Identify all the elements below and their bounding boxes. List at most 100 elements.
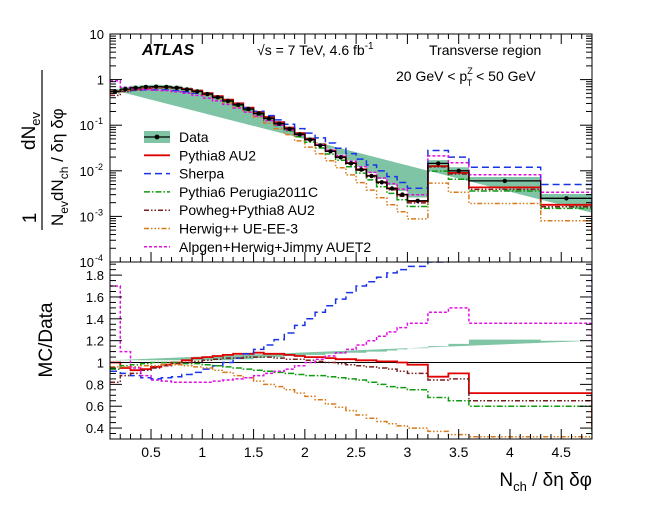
pt-cut-post: < 50 GeV [472,68,536,84]
y-tick-label: 10 [80,118,94,133]
region-label: Transverse region [429,42,541,58]
data-point [246,106,251,112]
svg-text:dNev: dNev [19,111,43,150]
data-point [256,111,261,116]
main-ylabel: dNev 1 NevdNch / δη δφ [19,70,71,230]
pt-cut-pre: 20 GeV < p [396,68,467,84]
data-point [266,116,272,121]
data-point [297,132,302,137]
legend-label-1: Sherpa [179,166,224,182]
data-point [195,89,200,94]
energy-label: √s = 7 TeV, 4.6 fb-1 [257,41,374,58]
legend-label-2: Pythia6 Perugia2011C [179,184,318,200]
x-tick-label: 2.5 [346,444,366,460]
y-tick-exponent: -2 [95,162,103,172]
ratio-line-1 [110,262,592,380]
legend-label-0: Pythia8 AU2 [179,147,256,163]
ratio-line-0 [110,351,592,426]
y-tick-label: 10 [80,164,94,179]
svg-text:√s = 7 TeV, 4.6 fb-1: √s = 7 TeV, 4.6 fb-1 [257,41,374,58]
ratio-line-2 [110,361,592,439]
ylabel-ev-sub: ev [28,111,43,125]
ylabel-dn: dN [19,126,40,150]
y-tick-exponent: -4 [95,253,103,263]
data-point [564,196,569,201]
data-point [236,102,241,108]
x-tick-label: 3.5 [449,444,469,460]
svg-text:NevdNch / δη δφ: NevdNch / δη δφ [48,108,71,226]
ratio-ylabel: MC/Data [36,302,57,377]
data-point [225,98,231,104]
ratio-panel-frame [109,261,593,440]
legend-label-5: Alpgen+Herwig+Jimmy AUET2 [179,239,371,255]
data-point [215,95,220,100]
atlas-label: ATLAS [141,42,194,59]
ylabel-dn2: dN [48,179,67,201]
data-point [400,192,405,197]
ratio-line-4 [110,363,592,439]
data-point [164,84,169,90]
legend-label-4: Herwig++ UE-EE-3 [179,221,298,237]
data-point [502,178,507,184]
y-tick-label: 10 [80,209,94,224]
y-tick-label: 10 [80,255,94,270]
x-tick-label: 0.5 [141,444,161,460]
ratio-panel-marks [110,262,592,439]
data-point [379,180,384,185]
pt-cut-label: 20 GeV < pZ T < 50 GeV [396,66,536,88]
y-tick-exponent: -3 [95,207,103,217]
data-point [456,168,461,173]
energy-sup: -1 [365,41,374,52]
ylabel-n: N [48,214,67,226]
data-point [153,84,159,89]
x-axis-label: Nch / δη δφ [499,470,592,494]
y-tick-label: 10 [90,27,104,42]
ratio-y-tick-label: 0.4 [86,421,104,436]
data-point [338,155,343,160]
main-panel-marks [0,80,592,245]
legend: Data Pythia8 AU2 Sherpa Pythia6 Perugia2011… [144,129,371,255]
y-tick-label: 1 [97,73,104,88]
data-point [123,86,128,92]
ratio-y-tick-label: 0.8 [86,377,104,392]
series-line-4 [110,86,592,245]
pt-cut-sub: T [467,78,473,88]
data-point [0,214,2,218]
data-point [389,186,395,191]
data-point [359,167,364,172]
data-point [287,126,292,132]
ratio-y-tick-label: 1.4 [86,312,104,327]
legend-label-data: Data [179,129,209,145]
ylabel-one: 1 [20,213,41,224]
pt-cut-sup: Z [467,66,473,76]
data-point [112,89,118,94]
ratio-line-5 [110,285,592,383]
ylabel-tail: / δη δφ [48,108,67,166]
data-point [184,87,190,92]
x-tick-label: 1 [198,444,206,460]
series-line-5 [110,80,592,217]
legend-label-3: Powheg+Pythia8 AU2 [179,202,315,218]
data-point [143,84,149,90]
x-tick-label: 2 [301,444,309,460]
data-point [174,85,179,91]
data-point [307,137,313,142]
ratio-y-tick-label: 1 [97,356,104,371]
data-point [277,121,282,126]
data-point [348,161,354,166]
ratio-y-tick-label: 1.2 [86,334,104,349]
data-point [133,85,138,91]
data-point [369,173,374,179]
series-line-3 [110,86,592,237]
energy-sqrt-arg: s [265,42,272,58]
series-line-1 [110,89,592,210]
y-tick-exponent: -1 [95,116,103,126]
x-tick-label: 3 [404,444,412,460]
data-point [328,149,333,154]
data-point [318,143,323,148]
svg-text:20 GeV < pZT < 50 GeV: 20 GeV < pZ T < 50 GeV [396,66,536,88]
data-point [436,161,441,166]
x-tick-label: 4 [506,444,514,460]
